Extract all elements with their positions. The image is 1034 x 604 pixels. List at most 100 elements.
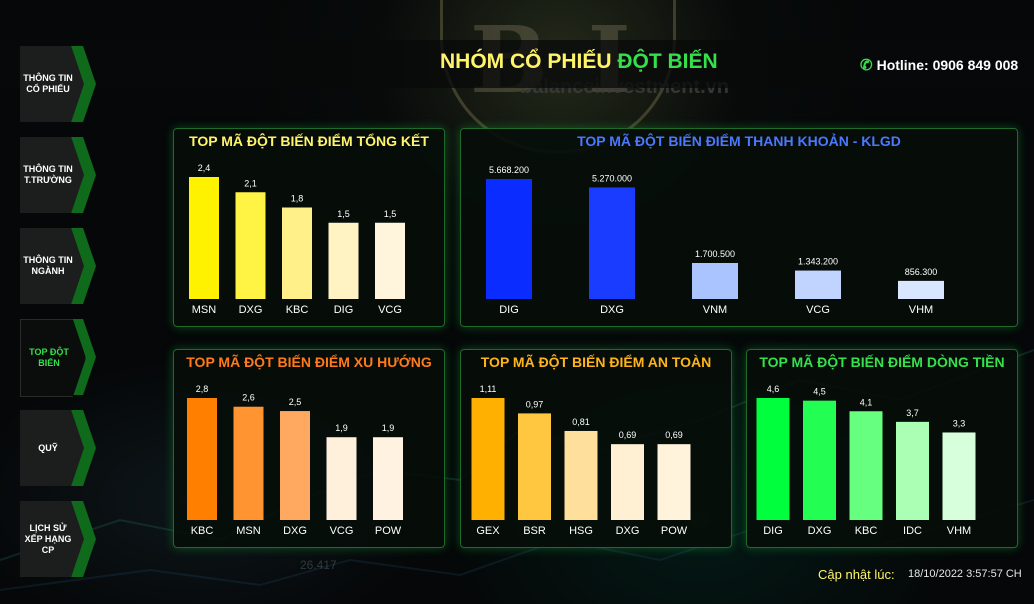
sidebar-item-2[interactable]: THÔNG TIN NGÀNH [20,228,84,304]
bar-dxg[interactable] [280,411,310,520]
category-label: GEX [476,525,500,537]
bar-vcg[interactable] [375,222,405,299]
bar-pow[interactable] [657,444,691,520]
category-label: MSN [236,525,261,537]
bar-chart: 1,11 GEX 0,97 BSR 0,81 HSG 0,69 DXG 0,69 POW [471,384,691,537]
category-label: DIG [499,304,519,316]
category-label: DXG [600,304,624,316]
category-label: DXG [239,304,263,316]
bar-value-label: 5.668.200 [489,165,529,175]
category-label: VCG [806,304,830,316]
bar-value-label: 2,4 [198,163,211,173]
sidebar-item-label: TOP ĐỘT BIẾN [29,347,69,368]
chart-card-4: TOP MÃ ĐỘT BIẾN ĐIỂM DÒNG TIỀN 4,6 DIG 4,5 D… [746,349,1018,548]
bar-vcg[interactable] [326,437,357,520]
bar-hsg[interactable] [564,430,598,520]
bar-bsr[interactable] [518,413,551,520]
bar-kbc[interactable] [187,398,217,520]
bar-value-label: 1,8 [291,194,304,204]
chart-title: TOP MÃ ĐỘT BIẾN ĐIỂM THANH KHOẢN - KLGD [577,133,901,149]
bar-gex[interactable] [471,398,505,520]
chart-title: TOP MÃ ĐỘT BIẾN ĐIỂM DÒNG TIỀN [759,354,1005,370]
bar-idc[interactable] [896,421,929,520]
bar-dig[interactable] [756,398,790,520]
header-bar [0,40,1034,88]
category-label: KBC [855,525,878,537]
update-label: Cập nhật lúc: [818,567,895,582]
hotline-text: Hotline: 0906 849 008 [876,57,1019,73]
bar-chart: 4,6 DIG 4,5 DXG 4,1 KBC 3,7 IDC 3,3 VHM [756,384,976,537]
bar-msn[interactable] [189,177,219,299]
bar-dig[interactable] [328,222,359,299]
bar-dxg[interactable] [803,400,836,520]
sidebar-item-label: THÔNG TIN CỔ PHIẾU [23,73,73,94]
category-label: KBC [191,525,214,537]
bar-value-label: 2,1 [244,178,257,188]
category-label: KBC [286,304,309,316]
bar-chart: 2,8 KBC 2,6 MSN 2,5 DXG 1,9 VCG 1,9 POW [187,384,403,537]
bar-value-label: 4,6 [767,384,780,394]
category-label: DXG [616,525,640,537]
bar-value-label: 1.343.200 [798,257,838,267]
bar-value-label: 3,7 [906,408,919,418]
sidebar-item-4[interactable]: QUỸ [20,410,84,486]
bar-dxg[interactable] [611,444,644,520]
sidebar-item-label: THÔNG TIN T.TRƯỜNG [23,164,73,185]
sidebar-item-label: LỊCH SỬ XẾP HẠNG CP [24,522,72,555]
background-ticker: 26.417 [300,558,337,572]
bar-value-label: 3,3 [953,418,966,428]
bar-pow[interactable] [373,437,403,520]
category-label: DIG [763,525,783,537]
sidebar-item-3[interactable]: TOP ĐỘT BIẾN [20,319,86,397]
category-label: DXG [808,525,832,537]
bar-value-label: 1,5 [384,209,397,219]
bar-vhm[interactable] [898,280,944,299]
bar-value-label: 4,1 [860,397,873,407]
category-label: POW [661,525,688,537]
bar-dxg[interactable] [589,187,635,299]
chart-title: TOP MÃ ĐỘT BIẾN ĐIỂM AN TOÀN [480,354,712,370]
page-title-highlight: ĐỘT BIẾN [617,50,718,73]
category-label: HSG [569,525,593,537]
bar-value-label: 0,69 [665,430,683,440]
bar-value-label: 1,11 [480,384,497,394]
category-label: VHM [947,525,971,537]
sidebar-item-label: QUỸ [38,442,58,453]
bar-kbc[interactable] [849,411,883,520]
bar-msn[interactable] [233,406,264,520]
bar-value-label: 0,69 [619,430,637,440]
bar-dig[interactable] [486,179,532,299]
chart-card-0: TOP MÃ ĐỘT BIẾN ĐIỂM TỔNG KẾT 2,4 MSN 2,1 DX… [173,128,445,327]
bar-value-label: 2,6 [242,393,255,403]
category-label: POW [375,525,402,537]
bar-value-label: 1,9 [382,423,395,433]
sidebar-item-5[interactable]: LỊCH SỬ XẾP HẠNG CP [20,501,84,577]
sidebar-item-0[interactable]: THÔNG TIN CỔ PHIẾU [20,46,84,122]
category-label: BSR [523,525,546,537]
bar-value-label: 0,81 [572,417,590,427]
page-title: NHÓM CỔ PHIẾU ĐỘT BIẾN [440,50,718,74]
category-label: VCG [330,525,354,537]
bar-vnm[interactable] [692,262,738,299]
bar-value-label: 1,9 [335,423,348,433]
category-label: IDC [903,525,922,537]
chart-card-3: TOP MÃ ĐỘT BIẾN ĐIỂM AN TOÀN 1,11 GEX 0,97 B… [460,349,732,548]
chart-title: TOP MÃ ĐỘT BIẾN ĐIỂM XU HƯỚNG [186,354,432,370]
bar-value-label: 5.270.000 [592,173,632,183]
chart-card-2: TOP MÃ ĐỘT BIẾN ĐIỂM XU HƯỚNG 2,8 KBC 2,6 MS… [173,349,445,548]
category-label: MSN [192,304,217,316]
category-label: VHM [909,304,933,316]
bar-vhm[interactable] [942,432,976,520]
bar-dxg[interactable] [235,192,266,299]
sidebar-item-1[interactable]: THÔNG TIN T.TRƯỜNG [20,137,84,213]
hotline[interactable]: ✆ Hotline: 0906 849 008 [860,56,1018,74]
bar-kbc[interactable] [282,207,312,300]
category-label: DIG [334,304,354,316]
chart-title: TOP MÃ ĐỘT BIẾN ĐIỂM TỔNG KẾT [189,133,429,149]
page-title-main: NHÓM CỔ PHIẾU [440,50,618,73]
bar-chart: 2,4 MSN 2,1 DXG 1,8 KBC 1,5 DIG 1,5 VCG [189,163,405,316]
bar-value-label: 1,5 [337,209,350,219]
bar-value-label: 4,5 [813,387,826,397]
bar-vcg[interactable] [795,270,841,299]
category-label: DXG [283,525,307,537]
